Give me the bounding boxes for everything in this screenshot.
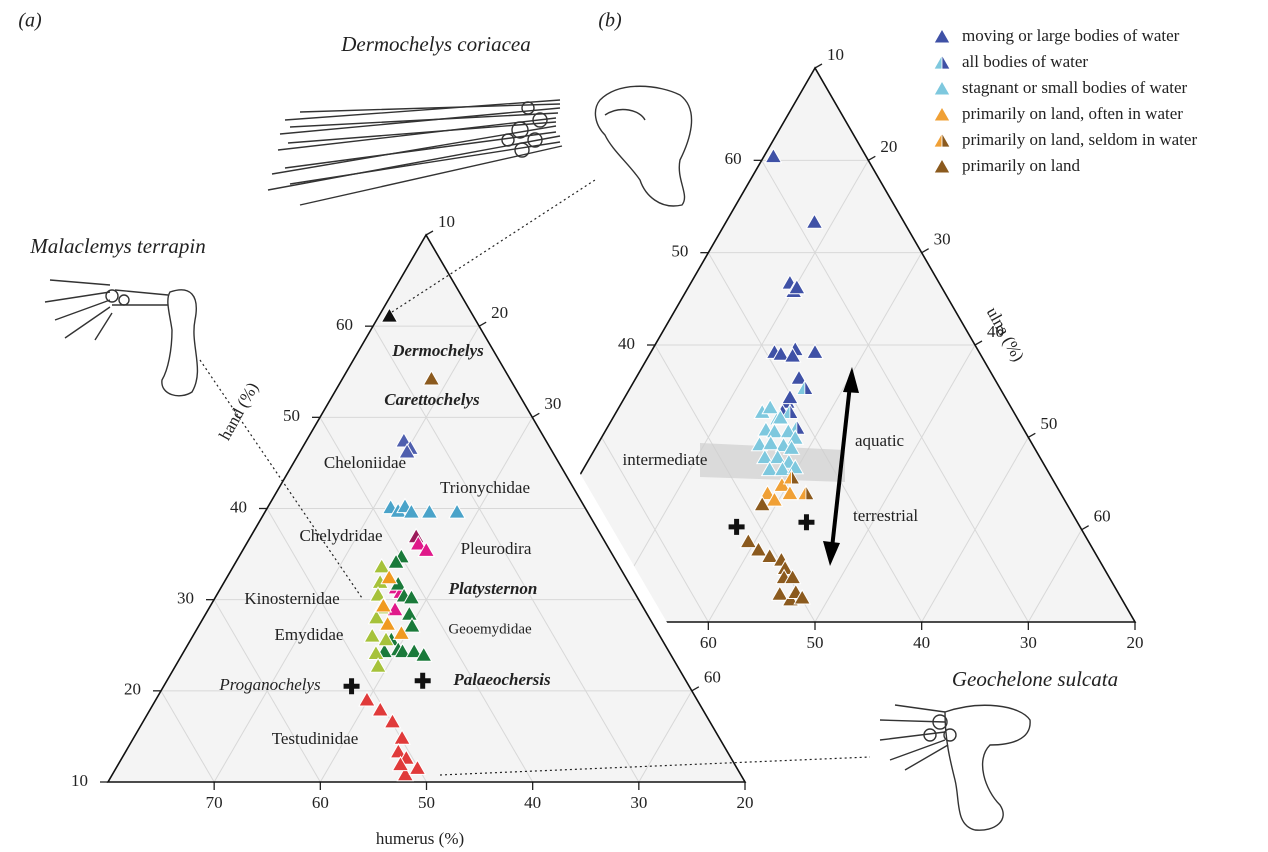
tick-mark	[868, 156, 875, 160]
malaclemys-sketch	[45, 280, 197, 396]
ulna-tick-label: 10	[827, 45, 844, 64]
humerus-tick-label: 60	[700, 633, 717, 652]
species-label: Dermochelys coriacea	[340, 32, 531, 56]
series-label: Carettochelys	[384, 390, 480, 409]
annotation: intermediate	[623, 450, 708, 469]
panel-label: (b)	[598, 10, 622, 32]
series-label: Trionychidae	[440, 478, 530, 497]
hand-tick-label: 50	[283, 406, 300, 425]
humerus-tick-label: 50	[418, 793, 435, 812]
legend-marker	[934, 107, 950, 121]
hand-tick-label: 10	[71, 771, 88, 790]
legend-label: stagnant or small bodies of water	[962, 78, 1188, 97]
figure: (b)6050406050403020102030405060ulna (%)m…	[0, 0, 1268, 852]
legend-label: primarily on land	[962, 156, 1081, 175]
axis-title: humerus (%)	[376, 829, 464, 848]
triangle-shape	[934, 159, 950, 173]
triangle-half	[942, 55, 950, 69]
triangle-shape	[934, 29, 950, 43]
tick-mark	[975, 341, 982, 345]
series-label: Emydidae	[275, 625, 344, 644]
legend-marker	[934, 55, 950, 69]
ulna-tick-label: 20	[491, 303, 508, 322]
ulna-tick-label: 60	[1094, 507, 1111, 526]
ulna-tick-label: 20	[880, 137, 897, 156]
species-label: Malaclemys terrapin	[29, 234, 206, 258]
series-label: Geoemydidae	[448, 621, 532, 637]
triangle-half	[934, 55, 942, 69]
annotation: Platysternon	[448, 579, 538, 598]
legend-label: primarily on land, often in water	[962, 104, 1183, 123]
ulna-tick-label: 60	[704, 668, 721, 687]
legend-label: all bodies of water	[962, 52, 1088, 71]
humerus-tick-label: 50	[807, 633, 824, 652]
triangle-shape	[934, 107, 950, 121]
series-label: Cheloniidae	[324, 453, 406, 472]
humerus-tick-label: 20	[737, 793, 754, 812]
ulna-tick-label: 30	[934, 230, 951, 249]
series-label: Proganochelys	[218, 675, 321, 694]
tick-mark	[922, 249, 929, 253]
triangle-half	[942, 133, 950, 147]
series-label: Chelydridae	[299, 526, 382, 545]
ulna-tick-label: 10	[438, 212, 455, 231]
series-label: Pleurodira	[461, 539, 532, 558]
legend-label: primarily on land, seldom in water	[962, 130, 1197, 149]
hand-tick-label: 60	[725, 149, 742, 168]
triangle-shape	[934, 81, 950, 95]
humerus-tick-label: 60	[312, 793, 329, 812]
series-label: Testudinidae	[272, 729, 359, 748]
hand-tick-label: 30	[177, 589, 194, 608]
ulna-tick-label: 50	[1040, 414, 1057, 433]
tick-mark	[815, 64, 822, 68]
geochelone-sketch	[880, 705, 1030, 830]
humerus-tick-label: 20	[1127, 633, 1144, 652]
flipper-sketch	[268, 86, 692, 206]
annotation: terrestrial	[853, 506, 918, 525]
humerus-tick-label: 70	[206, 793, 223, 812]
legend-marker	[934, 81, 950, 95]
hand-tick-label: 20	[124, 680, 141, 699]
axis-title: hand (%)	[215, 379, 262, 443]
legend-marker	[934, 29, 950, 43]
panel-label: (a)	[18, 10, 42, 32]
ulna-tick-label: 30	[544, 394, 561, 413]
series-label: Dermochelys	[391, 341, 484, 360]
tick-mark	[1028, 433, 1035, 437]
hand-tick-label: 40	[618, 334, 635, 353]
humerus-tick-label: 30	[630, 793, 647, 812]
hand-tick-label: 40	[230, 497, 247, 516]
legend-marker	[934, 133, 950, 147]
triangle-half	[934, 133, 942, 147]
annotation: aquatic	[855, 431, 905, 450]
humerus-tick-label: 40	[913, 633, 930, 652]
series-label: Kinosternidae	[244, 589, 339, 608]
hand-tick-label: 50	[671, 242, 688, 261]
hand-tick-label: 60	[336, 315, 353, 334]
legend-label: moving or large bodies of water	[962, 26, 1180, 45]
tick-mark	[1082, 526, 1089, 530]
humerus-tick-label: 30	[1020, 633, 1037, 652]
series-label: Palaeochersis	[452, 670, 551, 689]
species-label: Geochelone sulcata	[952, 667, 1118, 691]
legend-marker	[934, 159, 950, 173]
humerus-tick-label: 40	[524, 793, 541, 812]
